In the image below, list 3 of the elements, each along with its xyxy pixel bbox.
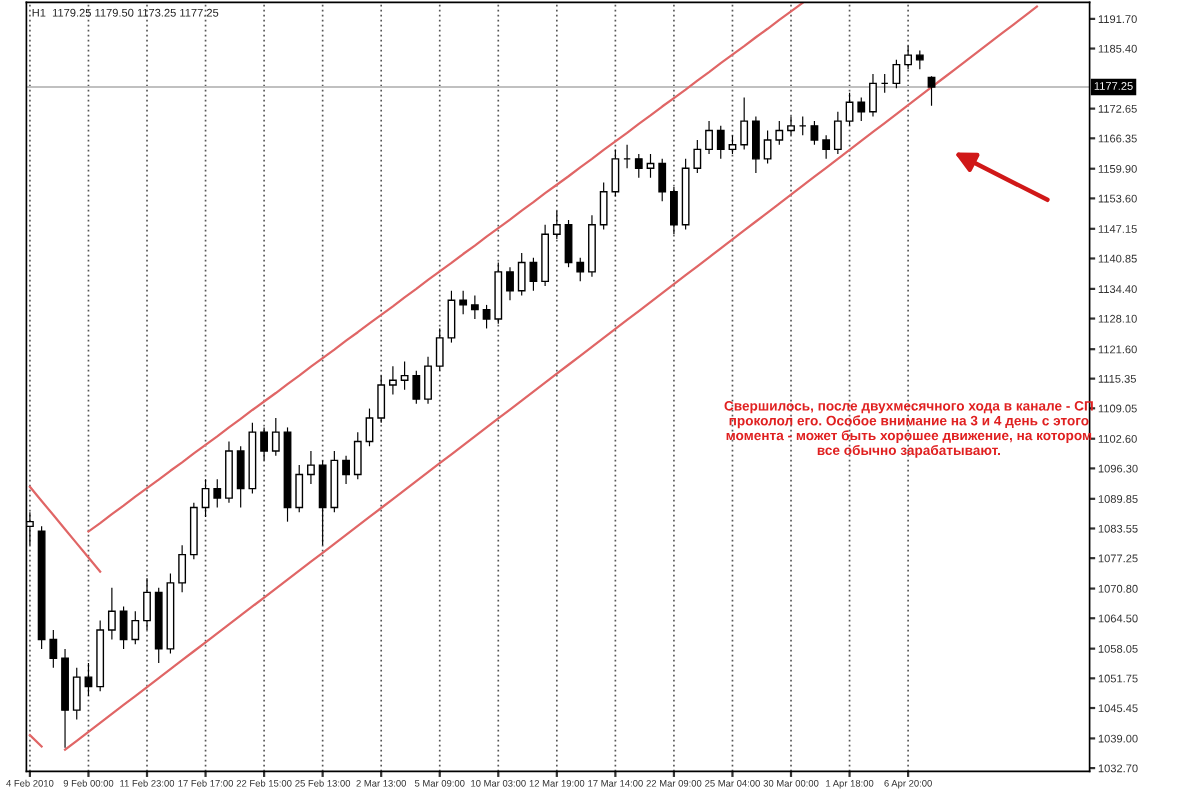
candlestick: [307, 450, 315, 484]
line-series: [28, 485, 102, 573]
candlestick: [787, 116, 795, 136]
